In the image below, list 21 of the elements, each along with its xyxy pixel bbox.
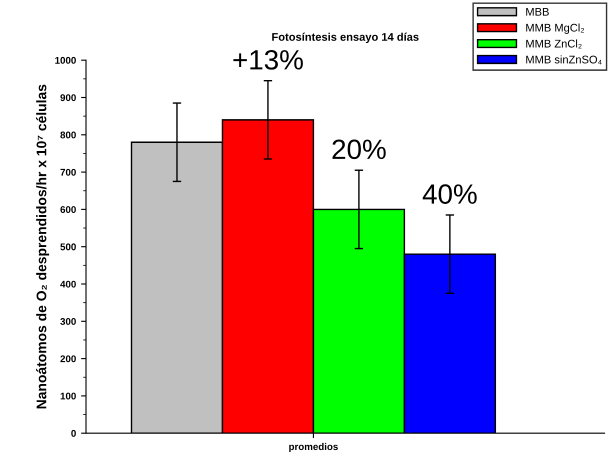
y-axis-title: Nanoátomos de O₂ desprendidos/hr x 10⁷ células bbox=[36, 84, 50, 408]
annotation: +13% bbox=[233, 50, 303, 70]
legend-label: MMB MgCl₂ bbox=[526, 23, 584, 34]
y-tick-label: 0 bbox=[71, 430, 76, 437]
annotation: 20% bbox=[332, 140, 386, 160]
annotation: 40% bbox=[422, 184, 477, 204]
legend-label: MMB ZnCl₂ bbox=[526, 39, 582, 48]
y-tick-label: 1000 bbox=[55, 56, 76, 64]
y-tick-label: 100 bbox=[60, 392, 76, 400]
chart-title: Fotosíntesis ensayo 14 días bbox=[272, 32, 419, 44]
y-tick-label: 700 bbox=[60, 168, 76, 176]
y-tick-label: 200 bbox=[60, 355, 76, 362]
legend-label: MBB bbox=[526, 8, 549, 16]
y-tick-label: 500 bbox=[60, 243, 76, 250]
x-tick-label: promedios bbox=[289, 442, 338, 452]
legend-label: MMB sinZnSO₄ bbox=[526, 55, 602, 64]
y-tick-label: 600 bbox=[60, 206, 76, 214]
y-tick-label: 900 bbox=[60, 94, 76, 102]
y-tick-label: 800 bbox=[60, 132, 76, 138]
y-tick-label: 400 bbox=[60, 280, 76, 288]
y-tick-label: 300 bbox=[60, 318, 76, 325]
